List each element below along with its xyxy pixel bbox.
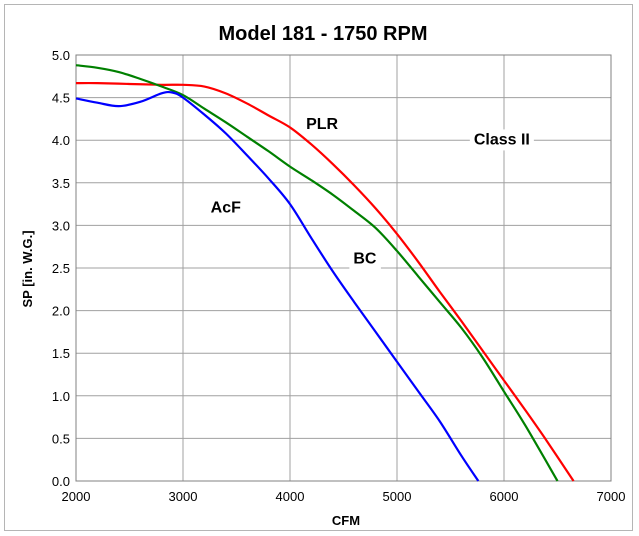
y-tick-label: 4.5 <box>52 91 70 106</box>
y-tick-label: 3.0 <box>52 218 70 233</box>
curve-labels: PLR AcF BC Class II <box>206 114 534 270</box>
curve-label-background <box>206 197 246 219</box>
y-tick-label: 3.5 <box>52 176 70 191</box>
x-tick-labels: 2000 3000 4000 5000 6000 7000 <box>62 489 626 504</box>
curve-label-background <box>302 114 343 136</box>
series-line-acf <box>75 90 480 482</box>
x-tick-label: 6000 <box>490 489 519 504</box>
chart-title: Model 181 - 1750 RPM <box>219 23 428 45</box>
curve-label-background <box>469 129 534 151</box>
plot-area <box>75 54 612 482</box>
y-tick-label: 2.0 <box>52 304 70 319</box>
y-tick-label: 1.5 <box>52 346 70 361</box>
y-tick-label: 5.0 <box>52 48 70 63</box>
y-tick-label: 0.0 <box>52 474 70 489</box>
x-tick-label: 5000 <box>383 489 412 504</box>
x-tick-label: 7000 <box>597 489 626 504</box>
x-tick-label: 2000 <box>62 489 91 504</box>
y-tick-label: 1.0 <box>52 389 70 404</box>
y-tick-label: 2.5 <box>52 261 70 276</box>
y-tick-label: 0.5 <box>52 431 70 446</box>
y-tick-labels: 0.0 0.5 1.0 1.5 2.0 2.5 3.0 3.5 4.0 4.5 5.0 <box>52 48 70 489</box>
series-line-plr <box>75 81 575 482</box>
curve-label-bc: BC <box>353 251 377 268</box>
curve-label-background <box>349 248 381 270</box>
curve-label-class-ii: Class II <box>474 131 530 148</box>
x-axis-label: CFM <box>332 513 360 528</box>
curve-label-acf: AcF <box>211 200 241 217</box>
series-line-bc <box>75 64 559 482</box>
y-tick-label: 4.0 <box>52 133 70 148</box>
x-tick-label: 4000 <box>276 489 305 504</box>
y-axis-label: SP [in. W.G.] <box>20 230 35 307</box>
x-tick-label: 3000 <box>169 489 198 504</box>
series-lines <box>75 64 575 482</box>
curve-label-plr: PLR <box>306 116 338 133</box>
